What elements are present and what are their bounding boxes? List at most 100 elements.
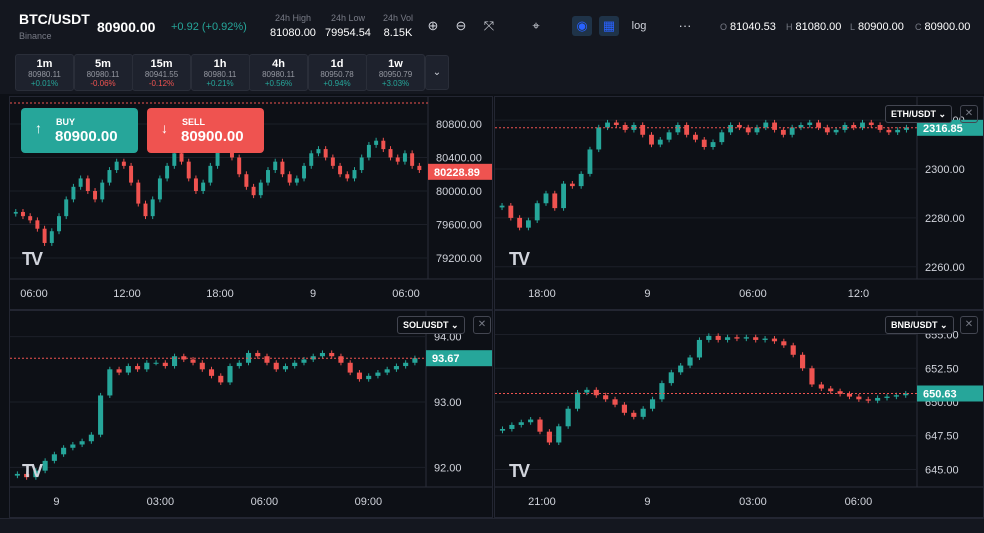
candle bbox=[85, 178, 90, 191]
chart-panel-eth[interactable]: 2320.002300.002280.002260.002316.8518:00… bbox=[494, 96, 984, 310]
candle bbox=[388, 149, 393, 158]
pair-selector-eth[interactable]: ETH/USDT ⌄ bbox=[885, 105, 953, 123]
candle bbox=[710, 142, 716, 147]
timeframe-15m[interactable]: 15m 80941.55 -0.12% bbox=[132, 54, 191, 91]
fit-icon[interactable]: ⤧ bbox=[483, 18, 495, 33]
sell-button[interactable]: ↓ SELL 80900.00 bbox=[147, 108, 264, 153]
timeframe-1w[interactable]: 1w 80950.79 +3.03% bbox=[366, 54, 425, 91]
candle bbox=[552, 193, 558, 209]
y-tick-label: 93.00 bbox=[434, 397, 462, 409]
symbol-title[interactable]: BTC/USDT bbox=[19, 11, 90, 27]
candle bbox=[556, 426, 562, 443]
candle bbox=[728, 125, 734, 133]
pair-selector-sol[interactable]: SOL/USDT ⌄ bbox=[397, 316, 465, 334]
candle bbox=[684, 125, 690, 135]
timeframe-1h[interactable]: 1h 80980.11 +0.21% bbox=[190, 54, 250, 91]
candle bbox=[199, 362, 205, 370]
candle bbox=[107, 170, 112, 183]
x-tick-label: 06:00 bbox=[392, 288, 420, 300]
candle bbox=[345, 174, 350, 179]
crosshair-icon[interactable]: ⌖ bbox=[532, 18, 540, 33]
candle bbox=[179, 153, 184, 162]
x-tick-label: 9 bbox=[644, 496, 650, 508]
candle bbox=[800, 354, 806, 369]
timeframe-label: 4h bbox=[272, 58, 285, 70]
candle bbox=[352, 170, 357, 179]
candle bbox=[227, 366, 233, 383]
close-icon[interactable]: ✕ bbox=[960, 105, 978, 123]
y-tick-label: 80800.00 bbox=[436, 119, 482, 131]
candle bbox=[771, 338, 778, 342]
candle bbox=[98, 395, 104, 435]
eye-icon[interactable]: ◉ bbox=[572, 16, 592, 36]
pair-selector-bnb[interactable]: BNB/USDT ⌄ bbox=[885, 316, 954, 334]
grid-icon[interactable]: ▦ bbox=[599, 16, 619, 36]
candle bbox=[309, 153, 314, 166]
candle bbox=[856, 396, 862, 400]
y-tick-label: 647.50 bbox=[925, 431, 959, 443]
zoom-in-icon[interactable]: ⊕ bbox=[427, 18, 439, 33]
candle bbox=[824, 127, 830, 133]
more-icon[interactable]: ··· bbox=[678, 18, 692, 33]
candle bbox=[561, 183, 566, 209]
candle bbox=[280, 161, 285, 175]
y-tick-label: 92.00 bbox=[434, 462, 462, 474]
ohlc-close: C 80900.00 bbox=[915, 21, 971, 33]
candle bbox=[666, 132, 672, 140]
candle bbox=[215, 149, 220, 166]
candle bbox=[818, 384, 824, 389]
candle bbox=[816, 122, 821, 128]
x-tick-label: 9 bbox=[310, 288, 316, 300]
candle bbox=[893, 395, 899, 397]
candle bbox=[701, 139, 707, 147]
timeframe-price: 80980.11 bbox=[28, 70, 61, 79]
candle bbox=[244, 174, 249, 187]
stat-24h-high: 24h High 81080.00 bbox=[270, 13, 316, 39]
candle bbox=[789, 127, 795, 135]
candle bbox=[659, 383, 665, 400]
timeframe-price: 80980.11 bbox=[203, 70, 237, 79]
price-change: +0.92 (+0.92%) bbox=[171, 21, 247, 33]
close-icon[interactable]: ✕ bbox=[960, 316, 978, 334]
candle bbox=[338, 165, 343, 175]
x-tick-label: 06:00 bbox=[739, 288, 767, 300]
candle bbox=[631, 412, 637, 417]
chart-panel-sol[interactable]: 94.00 93.00 92.00 93.67 9 03:00 06:00 09:00 SOL… bbox=[9, 310, 493, 518]
candle bbox=[528, 419, 534, 423]
candle bbox=[28, 216, 33, 221]
timeframe-5m[interactable]: 5m 80980.11 -0.06% bbox=[73, 54, 133, 91]
timeframe-1d[interactable]: 1d 80950.78 +0.94% bbox=[307, 54, 367, 91]
log-toggle[interactable]: log bbox=[631, 20, 647, 32]
last-price-label: 2316.85 bbox=[923, 123, 963, 135]
zoom-out-icon[interactable]: ⊖ bbox=[455, 18, 467, 33]
timeframe-price: 80950.79 bbox=[378, 70, 413, 79]
tradingview-logo-icon: TV bbox=[22, 461, 43, 481]
candle bbox=[356, 372, 362, 380]
candle bbox=[338, 356, 344, 363]
chart-panel-bnb[interactable]: 655.00 652.50 650.00 647.50 645.00 650.63 21:0… bbox=[494, 310, 984, 518]
candle bbox=[763, 122, 769, 128]
chevron-down-icon[interactable]: ⌄ bbox=[425, 55, 449, 90]
candle bbox=[621, 404, 627, 413]
candle bbox=[640, 408, 646, 417]
candle bbox=[649, 399, 656, 409]
close-icon[interactable]: ✕ bbox=[473, 316, 491, 334]
candle bbox=[366, 375, 372, 380]
timeframe-1m[interactable]: 1m 80980.11 +0.01% bbox=[15, 54, 74, 91]
candle bbox=[734, 337, 740, 339]
y-tick-label: 80000.00 bbox=[436, 186, 482, 198]
candle bbox=[657, 139, 663, 145]
candle bbox=[107, 369, 113, 396]
buy-button[interactable]: ↑ BUY 80900.00 bbox=[21, 108, 138, 153]
candle bbox=[417, 165, 422, 171]
timeframe-change: +0.21% bbox=[206, 79, 234, 88]
candle bbox=[772, 122, 777, 130]
candle bbox=[807, 122, 813, 125]
timeframe-4h[interactable]: 4h 80980.11 +0.56% bbox=[249, 54, 308, 91]
timeframe-label: 15m bbox=[150, 58, 173, 70]
last-price-badge bbox=[917, 385, 983, 402]
candle bbox=[374, 140, 379, 145]
x-tick-label: 03:00 bbox=[147, 496, 175, 508]
timeframe-price: 80980.11 bbox=[86, 70, 120, 79]
candle bbox=[809, 368, 815, 385]
